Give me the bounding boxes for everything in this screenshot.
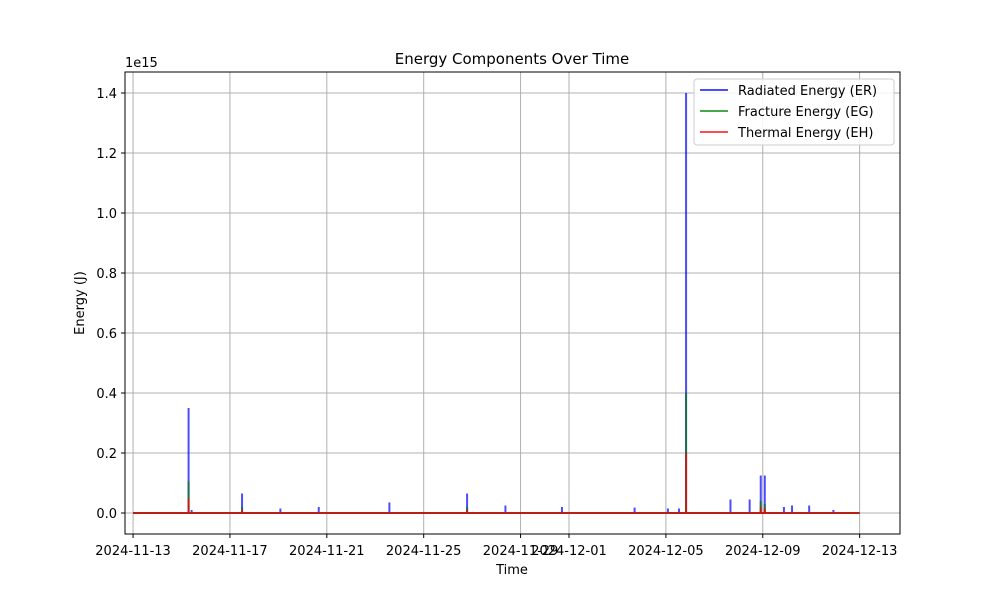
chart-title: Energy Components Over Time (395, 50, 630, 68)
legend: Radiated Energy (ER) Fracture Energy (EG… (693, 78, 895, 146)
x-tick-label: 2024-11-29 (483, 544, 559, 559)
series-2 (133, 453, 860, 514)
y-tick-label: 0.4 (96, 387, 117, 402)
x-tick-label: 2024-12-05 (628, 544, 704, 559)
legend-label-eh: Thermal Energy (EH) (737, 126, 873, 141)
x-tick-label: 2024-11-25 (386, 544, 462, 559)
y-tick-label: 0.0 (96, 507, 117, 522)
y-axis: 0.0 0.2 0.4 0.6 0.8 1.0 1.2 1.4 (96, 87, 125, 522)
y-tick-label: 0.2 (96, 447, 117, 462)
y-axis-label: Energy (J) (73, 271, 88, 335)
y-tick-label: 1.4 (96, 87, 117, 102)
y-tick-label: 1.0 (96, 207, 117, 222)
x-tick-label: 2024-11-17 (192, 544, 268, 559)
x-tick-label: 2024-12-13 (822, 544, 898, 559)
legend-box (693, 78, 895, 146)
legend-label-er: Radiated Energy (ER) (738, 84, 877, 99)
y-tick-label: 1.2 (96, 147, 117, 162)
grid-lines (125, 72, 900, 534)
x-tick-label: 2024-12-01 (531, 544, 607, 559)
series-layer (133, 93, 860, 514)
series-0 (133, 93, 860, 514)
x-axis-label: Time (495, 563, 528, 578)
x-tick-label: 2024-12-09 (725, 544, 801, 559)
y-tick-label: 0.8 (96, 267, 117, 282)
legend-label-eg: Fracture Energy (EG) (738, 105, 874, 120)
x-axis: 2024-11-13 2024-11-17 2024-11-21 2024-11-25… (95, 534, 897, 559)
plot-frame (124, 71, 901, 535)
x-tick-label: 2024-11-21 (289, 544, 365, 559)
y-tick-label: 0.6 (96, 327, 117, 342)
x-tick-label: 2024-11-13 (95, 544, 171, 559)
y-offset-label: 1e15 (125, 56, 158, 71)
